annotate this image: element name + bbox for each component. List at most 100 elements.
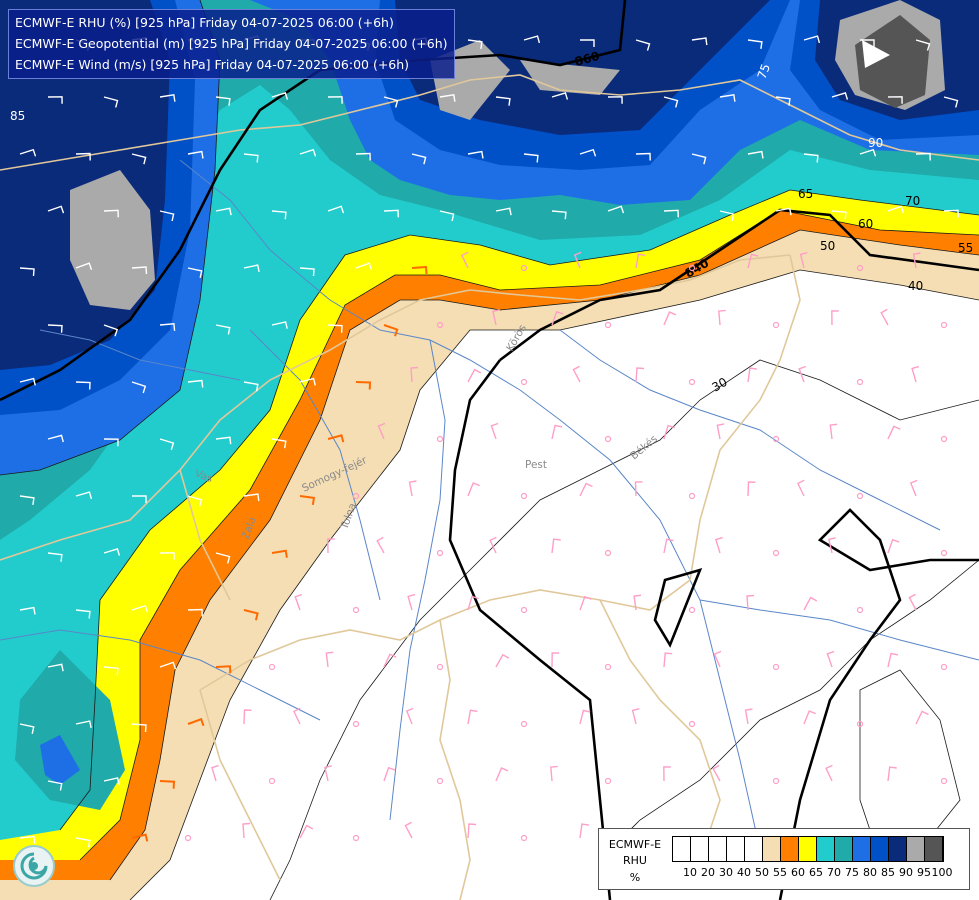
wind-barb-icon bbox=[663, 311, 677, 326]
wind-barb-icon bbox=[635, 253, 646, 269]
wind-barb-icon bbox=[715, 536, 723, 554]
title-wind: ECMWF-E Wind (m/s) [925 hPa] Friday 04-0… bbox=[15, 57, 410, 72]
wind-barb-icon bbox=[551, 538, 561, 554]
wind-barb-icon bbox=[103, 209, 119, 218]
wind-barb-icon bbox=[19, 723, 35, 734]
wind-barb-icon bbox=[159, 780, 176, 789]
country-borders bbox=[0, 74, 979, 900]
wind-barb-icon bbox=[187, 608, 203, 617]
wind-barb-icon bbox=[551, 424, 563, 440]
wind-barb-icon bbox=[436, 321, 444, 329]
legend-swatch bbox=[745, 837, 763, 861]
wind-barb-icon bbox=[159, 210, 175, 222]
wind-barb-icon bbox=[377, 422, 386, 440]
wind-barb-icon bbox=[691, 37, 708, 46]
wind-barb-icon bbox=[47, 96, 63, 104]
wind-barb-icon bbox=[352, 834, 360, 842]
label-rh-55: 55 bbox=[958, 241, 973, 255]
wind-barb-icon bbox=[19, 148, 37, 157]
legend-swatch bbox=[889, 837, 907, 861]
legend-swatches bbox=[672, 836, 944, 862]
wind-barb-icon bbox=[940, 777, 948, 785]
wind-barb-icon bbox=[271, 210, 287, 220]
wind-barb-icon bbox=[131, 381, 147, 394]
wind-barb-icon bbox=[131, 153, 147, 165]
wind-barb-icon bbox=[407, 593, 416, 611]
wind-barb-icon bbox=[860, 39, 875, 47]
wind-barb-icon bbox=[383, 653, 397, 668]
wind-barb-icon bbox=[436, 777, 444, 785]
wind-barb-icon bbox=[327, 538, 335, 554]
wind-barb-icon bbox=[747, 39, 763, 49]
wind-barb-icon bbox=[859, 148, 877, 157]
wind-barb-icon bbox=[352, 720, 360, 728]
wind-barb-icon bbox=[47, 663, 64, 672]
wind-barb-icon bbox=[75, 262, 93, 271]
wind-barb-icon bbox=[299, 495, 316, 506]
wind-barb-icon bbox=[495, 653, 510, 668]
wind-barb-icon bbox=[604, 549, 612, 557]
wind-barb-icon bbox=[856, 492, 864, 500]
wind-barb-icon bbox=[187, 495, 203, 507]
wind-barb-icon bbox=[911, 365, 920, 383]
wind-barb-icon bbox=[744, 708, 753, 725]
legend-swatch bbox=[817, 837, 835, 861]
wind-barb-icon bbox=[828, 537, 836, 554]
wind-barb-icon bbox=[716, 423, 725, 440]
wind-barb-icon bbox=[383, 324, 399, 337]
wind-barb-icon bbox=[831, 210, 847, 220]
wind-barb-icon bbox=[103, 438, 119, 447]
legend-tick-label: 20 bbox=[701, 866, 715, 879]
wind-barb-icon bbox=[187, 267, 203, 278]
geo-contour-860 bbox=[0, 0, 627, 402]
wind-barb-icon bbox=[299, 148, 317, 157]
wind-barb-icon bbox=[880, 308, 889, 326]
wind-barb-icon bbox=[211, 764, 219, 782]
wind-barb-icon bbox=[746, 594, 755, 611]
wind-barb-icon bbox=[47, 434, 64, 443]
wind-barb-icon bbox=[520, 378, 528, 386]
legend-tick-label: 60 bbox=[791, 866, 805, 879]
label-geo-860: 860 bbox=[573, 49, 601, 69]
wind-barb-icon bbox=[688, 264, 696, 272]
wind-barb-icon bbox=[713, 650, 722, 668]
wind-barb-icon bbox=[663, 96, 679, 108]
legend-swatch bbox=[709, 837, 727, 861]
wind-barb-icon bbox=[579, 482, 593, 497]
legend-tick-label: 85 bbox=[881, 866, 895, 879]
wind-barb-icon bbox=[607, 96, 623, 104]
wind-barb-icon bbox=[887, 205, 905, 214]
wind-barb-icon bbox=[268, 777, 276, 785]
wind-barb-icon bbox=[747, 481, 756, 497]
color-legend: ECMWF-E RHU % 10 20 30 40 50 55 60 65 70 75 80 85 90… bbox=[598, 828, 970, 890]
wind-barb-icon bbox=[799, 252, 808, 269]
legend-tick-label: 40 bbox=[737, 866, 751, 879]
wind-barb-icon bbox=[47, 552, 63, 562]
legend-title-model: ECMWF-E bbox=[608, 838, 662, 851]
legend-swatch bbox=[691, 837, 709, 861]
wind-barb-icon bbox=[490, 422, 499, 440]
wind-barb-icon bbox=[772, 777, 780, 785]
wind-barb-icon bbox=[383, 766, 396, 782]
wind-barb-icon bbox=[887, 766, 897, 782]
wind-barb-icon bbox=[324, 765, 332, 782]
wind-barb-icon bbox=[579, 595, 592, 611]
wind-barb-icon bbox=[718, 309, 726, 326]
legend-ticks: 10 20 30 40 50 55 60 65 70 75 80 85 90 95 100 bbox=[672, 866, 972, 880]
geo-contour-840 bbox=[448, 359, 612, 900]
label-rh-50: 50 bbox=[820, 239, 835, 253]
wind-barb-icon bbox=[940, 321, 948, 329]
wind-barb-icon bbox=[579, 823, 589, 839]
wind-barb-icon bbox=[551, 92, 569, 100]
wind-barb-icon bbox=[908, 593, 917, 611]
wind-barb-icon bbox=[467, 482, 480, 497]
wind-barb-icon bbox=[411, 265, 428, 275]
title-rhu: ECMWF-E RHU (%) [925 hPa] Friday 04-07-2… bbox=[15, 15, 394, 30]
legend-tick-label: 95 bbox=[917, 866, 931, 879]
wind-barb-icon bbox=[243, 153, 259, 163]
wind-barb-icon bbox=[747, 367, 757, 383]
wind-barb-icon bbox=[663, 209, 679, 218]
wind-barb-icon bbox=[327, 205, 345, 214]
